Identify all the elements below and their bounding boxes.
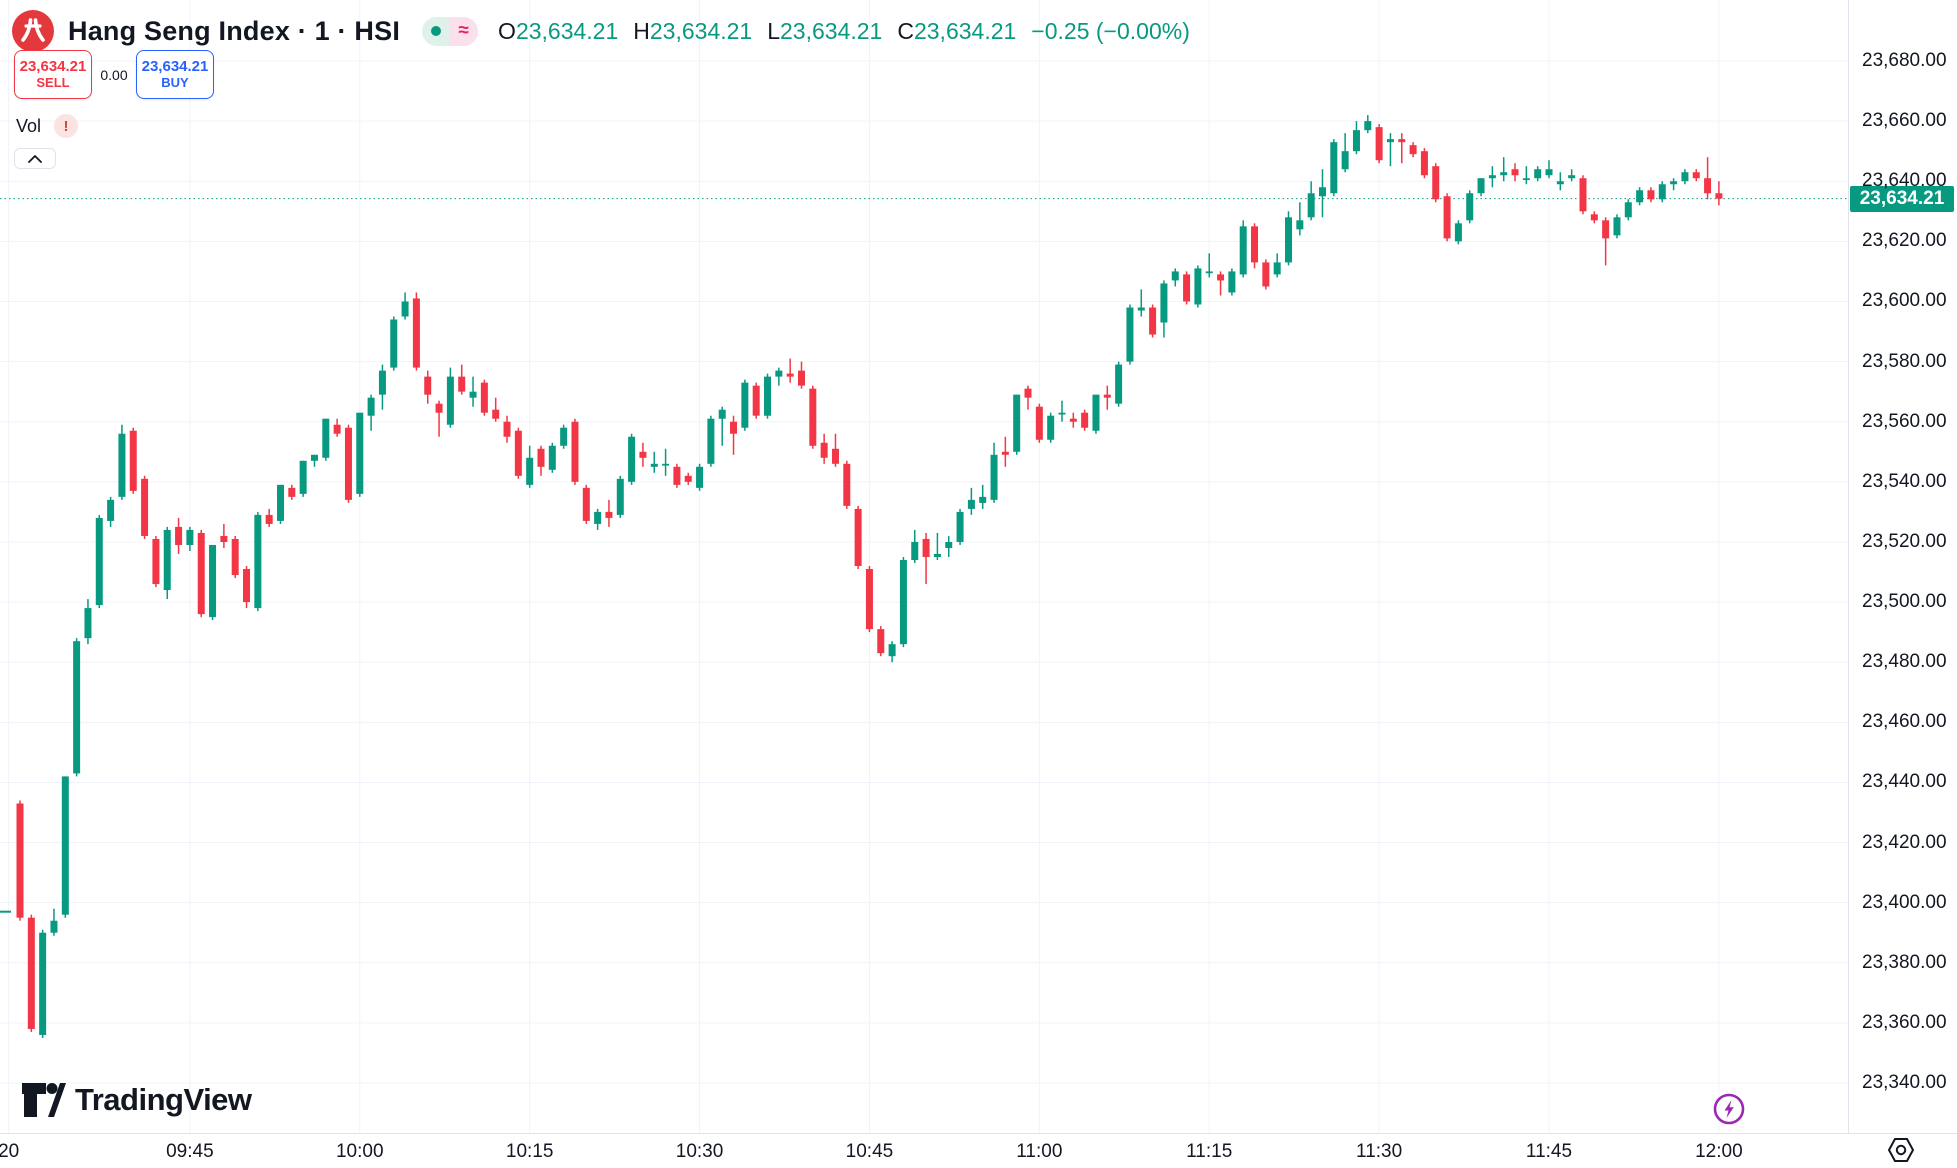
spread-value: 0.00: [100, 66, 128, 83]
ohlc-readout: O23,634.21 H23,634.21 L23,634.21 C23,634…: [498, 17, 1190, 44]
time-tick-label: 10:15: [505, 1141, 554, 1162]
price-tick-label: 23,560.00: [1862, 410, 1947, 432]
time-axis[interactable]: 20 09:45 10:00 10:15 10:30 10:45 11:00 11:15 11:…: [0, 1134, 1848, 1168]
price-tick-label: 23,380.00: [1862, 951, 1947, 973]
price-tick-label: 23,680.00: [1862, 50, 1947, 71]
high-value: 23,634.21: [649, 17, 753, 44]
open-value: 23,634.21: [515, 17, 619, 44]
realtime-bolt-icon[interactable]: [1712, 1092, 1746, 1126]
price-tick-label: 23,400.00: [1862, 891, 1947, 913]
chart-header: Hang Seng Index · 1 · HSI ≈ O23,634.21 H…: [12, 8, 1190, 54]
price-tick-label: 23,420.00: [1862, 831, 1947, 853]
axis-settings-icon[interactable]: [1886, 1136, 1916, 1164]
time-tick-label: 11:15: [1186, 1141, 1233, 1162]
price-tick-label: 23,340.00: [1862, 1072, 1947, 1094]
price-tick-label: 23,580.00: [1862, 350, 1947, 372]
brand-name: TradingView: [75, 1082, 252, 1117]
price-tick-label: 23,440.00: [1862, 771, 1947, 793]
time-tick-label: 11:00: [1016, 1141, 1063, 1162]
time-tick-label: 11:30: [1356, 1141, 1403, 1162]
symbol-title[interactable]: Hang Seng Index · 1 · HSI: [68, 15, 401, 46]
price-axis-separator: [1848, 0, 1849, 1133]
delayed-data-icon: ≈: [449, 16, 479, 46]
price-tick-label: 23,620.00: [1862, 230, 1947, 252]
price-tick-label: 23,660.00: [1862, 110, 1947, 132]
buy-button[interactable]: 23,634.21 BUY: [136, 50, 214, 99]
price-tick-label: 23,640.00: [1862, 170, 1947, 192]
time-tick-label: 11:45: [1525, 1141, 1573, 1162]
tradingview-brand[interactable]: TradingView: [22, 1082, 252, 1118]
time-axis-separator: [0, 1133, 1957, 1134]
price-tick-label: 23,480.00: [1862, 651, 1947, 673]
tradingview-logo-icon: [22, 1083, 66, 1117]
price-tick-label: 23,360.00: [1862, 1011, 1947, 1033]
last-price-tag: 23,634.21: [1850, 185, 1954, 212]
low-value: 23,634.21: [780, 17, 883, 44]
market-open-dot-icon: [422, 16, 450, 46]
market-status-pill[interactable]: ≈: [422, 16, 479, 46]
chart-canvas[interactable]: [0, 0, 1848, 1133]
time-tick-label: 10:45: [845, 1141, 894, 1162]
volume-indicator-label[interactable]: Vol: [16, 115, 42, 136]
price-tick-label: 23,540.00: [1862, 470, 1947, 492]
candles: [16, 115, 1723, 1038]
sell-button[interactable]: 23,634.21 SELL: [14, 50, 92, 99]
price-tick-label: 23,460.00: [1862, 711, 1947, 733]
chevron-up-icon: [28, 154, 42, 163]
hang-seng-logo-icon: [12, 10, 54, 52]
time-tick-label: 09:45: [166, 1141, 214, 1162]
volume-warning-icon[interactable]: !: [54, 114, 79, 138]
price-tick-label: 23,500.00: [1862, 591, 1947, 613]
gridlines: [0, 0, 1848, 1133]
price-tick-label: 23,600.00: [1862, 290, 1947, 312]
price-axis[interactable]: 23,634.21 23,680.00 23,660.00 23,640.00 23,…: [1849, 0, 1957, 1133]
volume-indicator-row: Vol !: [16, 114, 79, 138]
time-tick-label: 10:30: [675, 1141, 724, 1162]
change-value: −0.25 (−0.00%): [1031, 17, 1190, 44]
close-value: 23,634.21: [913, 17, 1017, 44]
collapse-toolbar-button[interactable]: [14, 148, 56, 169]
time-tick-label: 20: [0, 1141, 20, 1162]
time-tick-label: 10:00: [335, 1141, 384, 1162]
trade-panel: 23,634.21 SELL 0.00 23,634.21 BUY: [14, 50, 214, 99]
price-tick-label: 23,520.00: [1862, 530, 1947, 552]
time-tick-label: 12:00: [1695, 1141, 1743, 1162]
